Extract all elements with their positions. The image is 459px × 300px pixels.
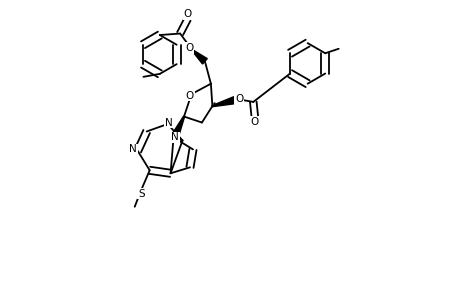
Text: O: O bbox=[185, 91, 194, 101]
Text: O: O bbox=[235, 94, 243, 104]
Text: N: N bbox=[129, 144, 137, 154]
Polygon shape bbox=[191, 50, 207, 64]
Text: O: O bbox=[183, 9, 191, 19]
Text: N: N bbox=[165, 118, 173, 128]
Text: O: O bbox=[185, 43, 193, 53]
Text: S: S bbox=[138, 189, 145, 199]
Text: O: O bbox=[250, 117, 258, 127]
Polygon shape bbox=[212, 97, 235, 107]
Text: N: N bbox=[171, 133, 179, 142]
Polygon shape bbox=[171, 116, 184, 137]
